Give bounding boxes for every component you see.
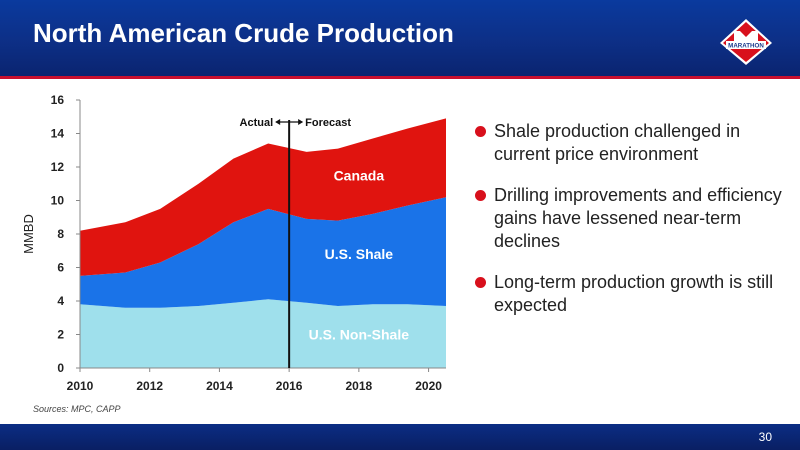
bullet-item: Shale production challenged in current p… <box>472 120 792 166</box>
bullet-item: Long-term production growth is still exp… <box>472 271 792 317</box>
y-tick-label: 4 <box>57 294 64 308</box>
x-tick-label: 2012 <box>136 379 163 393</box>
x-tick-label: 2016 <box>276 379 303 393</box>
y-tick-label: 2 <box>57 328 64 342</box>
marathon-logo: MARATHON <box>720 19 772 65</box>
x-tick-label: 2018 <box>346 379 373 393</box>
forecast-label: Forecast <box>305 117 351 129</box>
y-tick-label: 12 <box>51 160 65 174</box>
bullet-text: Shale production challenged in current p… <box>494 121 741 164</box>
x-tick-label: 2010 <box>67 379 94 393</box>
logo-band <box>726 41 766 49</box>
series-area-1 <box>80 197 446 308</box>
slide-footer: 30 <box>0 424 800 450</box>
header-accent-rule <box>0 76 800 79</box>
logo-text: MARATHON <box>728 43 764 50</box>
y-tick-label: 16 <box>51 93 65 107</box>
bullet-item: Drilling improvements and efficiency gai… <box>472 184 792 253</box>
series-area-2 <box>80 118 446 276</box>
series-area-0 <box>80 299 446 368</box>
y-tick-label: 10 <box>51 194 65 208</box>
bullet-text: Long-term production growth is still exp… <box>494 272 774 315</box>
y-tick-label: 14 <box>51 127 65 141</box>
divider-arrow-right-icon <box>298 119 304 125</box>
bullet-dot-icon <box>475 277 486 288</box>
series-label: U.S. Non-Shale <box>309 327 410 343</box>
series-label: U.S. Shale <box>325 246 394 262</box>
y-axis-title: MMBD <box>21 214 36 254</box>
slide-header: North American Crude Production MARATHON <box>0 0 800 76</box>
series-label: Canada <box>334 167 385 183</box>
page-number: 30 <box>758 430 772 444</box>
slide-title: North American Crude Production <box>33 18 454 48</box>
y-tick-label: 6 <box>57 261 64 275</box>
logo-m-mark <box>734 31 758 41</box>
sources-note: Sources: MPC, CAPP <box>33 404 121 414</box>
y-tick-label: 0 <box>57 361 64 375</box>
bullet-dot-icon <box>475 126 486 137</box>
y-tick-label: 8 <box>57 227 64 241</box>
bullet-dot-icon <box>475 190 486 201</box>
divider-arrow-left-icon <box>275 119 281 125</box>
bullet-text: Drilling improvements and efficiency gai… <box>494 185 782 251</box>
x-tick-label: 2020 <box>415 379 442 393</box>
bullet-list: Shale production challenged in current p… <box>472 120 792 335</box>
actual-label: Actual <box>240 117 274 129</box>
x-tick-label: 2014 <box>206 379 233 393</box>
production-chart: 0 2 4 6 8 10 12 14 16 2010 2012 2014 2016 2018 2020 MMB… <box>21 93 446 414</box>
